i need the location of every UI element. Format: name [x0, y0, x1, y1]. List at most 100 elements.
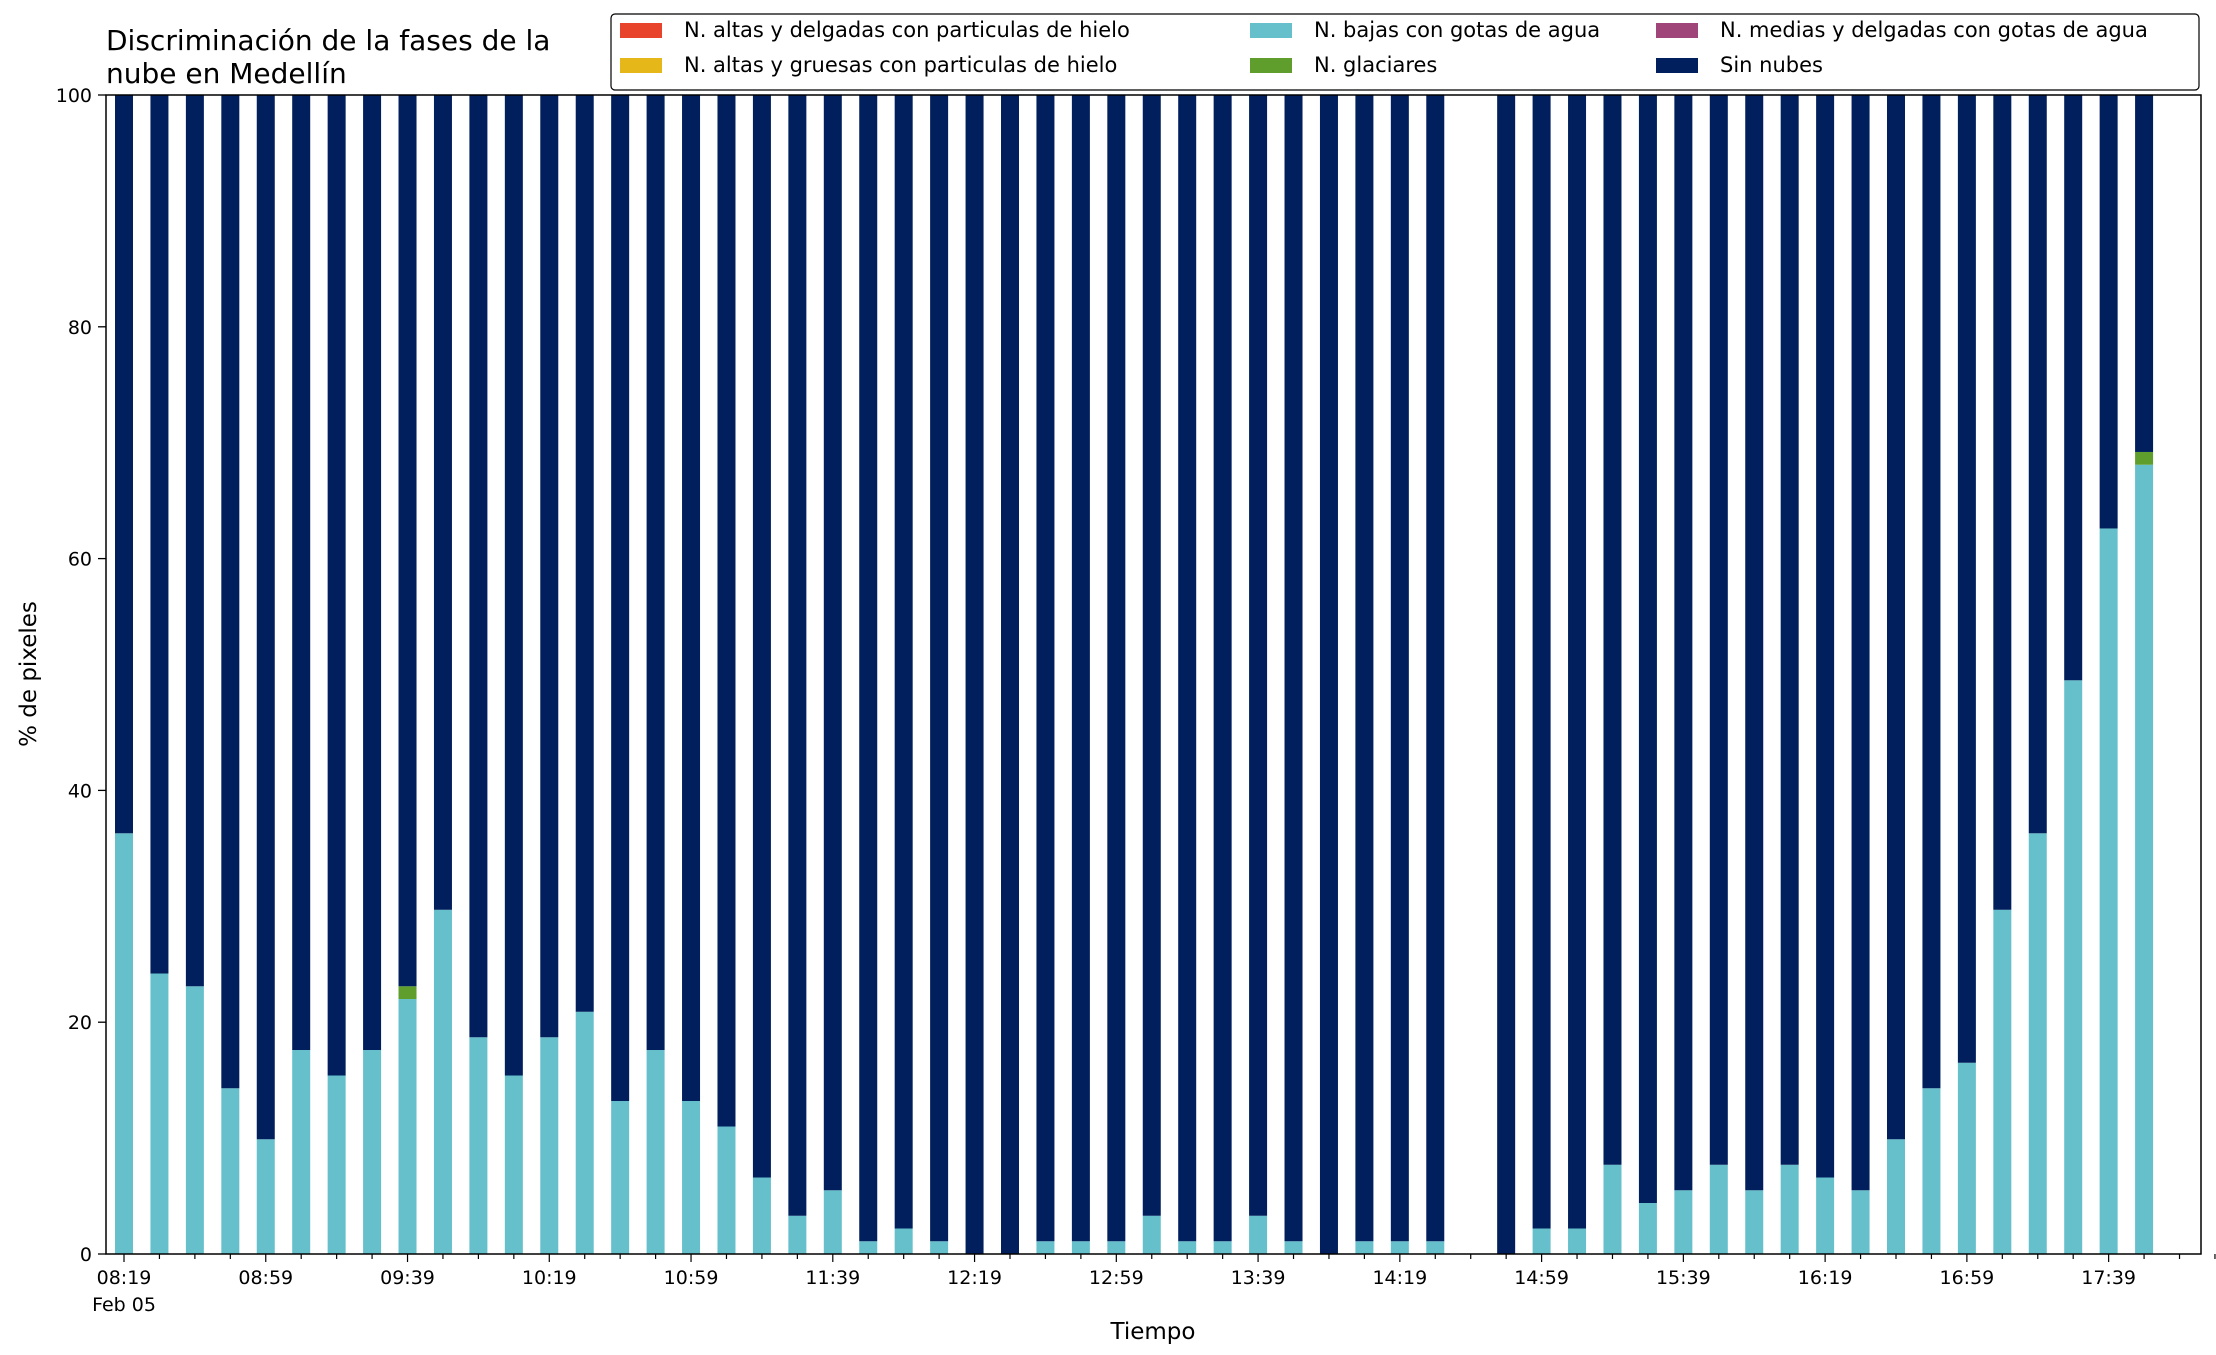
bars-layer [115, 95, 2154, 1255]
bar-segment-1539-s2 [1674, 1190, 1693, 1254]
bar-segment-1149-s5 [859, 95, 878, 1242]
bar-segment-1149-s2 [859, 1241, 878, 1254]
legend-swatch-5 [1656, 58, 1698, 73]
y-tick-label-20: 20 [68, 1012, 92, 1034]
y-axis: 0 20 40 60 80 100 [56, 85, 106, 1266]
bar-segment-1239-s2 [1036, 1241, 1055, 1254]
legend-label-0: N. altas y delgadas con particulas de hi… [684, 18, 1130, 42]
bar-segment-1429-s2 [1426, 1241, 1445, 1254]
bar-segment-1739-s5 [2099, 95, 2118, 529]
y-tick-label-0: 0 [80, 1244, 92, 1266]
bar-segment-1019-s5 [540, 95, 559, 1038]
bar-segment-1009-s2 [504, 1075, 523, 1254]
bar-segment-1129-s2 [788, 1215, 807, 1254]
bar-segment-1339-s2 [1249, 1215, 1268, 1254]
bar-segment-1209-s2 [930, 1241, 949, 1254]
bar-segment-1549-s2 [1709, 1164, 1728, 1254]
legend-swatch-4 [1656, 23, 1698, 38]
x-tick-label-1659: 16:59 [1939, 1267, 1994, 1289]
bar-segment-1549-s5 [1709, 95, 1728, 1165]
bar-segment-1129-s5 [788, 95, 807, 1216]
bar-segment-1139-s5 [823, 95, 842, 1191]
bar-segment-1009-s5 [504, 95, 523, 1076]
chart-title-line-2: nube en Medellín [106, 57, 347, 90]
bar-segment-1529-s5 [1638, 95, 1657, 1203]
bar-segment-1429-s5 [1426, 95, 1445, 1242]
bar-segment-1619-s5 [1816, 95, 1835, 1178]
bar-segment-1059-s2 [682, 1101, 701, 1254]
legend-label-4: N. medias y delgadas con gotas de agua [1720, 18, 2148, 42]
bar-segment-1209-s5 [930, 95, 949, 1242]
bar-segment-1039-s2 [611, 1101, 630, 1254]
bar-segment-1609-s5 [1780, 95, 1799, 1165]
bar-segment-1749-s3 [2135, 451, 2154, 465]
bar-segment-1639-s2 [1887, 1139, 1905, 1254]
bar-segment-0959-s5 [469, 95, 488, 1038]
x-date-label: Feb 05 [92, 1294, 156, 1316]
bar-segment-1029-s5 [575, 95, 594, 1012]
bar-segment-1709-s5 [1993, 95, 2012, 910]
chart-title-line-1: Discriminación de la fases de la [106, 24, 550, 57]
bar-segment-1349-s5 [1284, 95, 1303, 1242]
bar-segment-1419-s5 [1390, 95, 1409, 1242]
x-tick-label-1219: 12:19 [947, 1267, 1002, 1289]
bar-segment-1359-s5 [1319, 95, 1338, 1254]
bar-segment-1039-s5 [611, 95, 630, 1102]
bar-segment-1729-s2 [2064, 680, 2083, 1254]
bar-segment-1639-s5 [1887, 95, 1905, 1140]
bar-segment-1559-s2 [1745, 1190, 1764, 1254]
bar-segment-0909-s5 [292, 95, 311, 1051]
bar-segment-0839-s5 [185, 95, 204, 987]
bar-segment-1109-s2 [717, 1126, 736, 1254]
bar-segment-1019-s2 [540, 1037, 559, 1254]
x-tick-label-0819: 08:19 [97, 1267, 152, 1289]
legend-swatch-0 [620, 23, 662, 38]
bar-segment-1749-s5 [2135, 95, 2154, 452]
bar-segment-0819-s5 [115, 95, 133, 834]
y-tick-label-60: 60 [68, 549, 92, 571]
bar-segment-0929-s5 [363, 95, 382, 1051]
bar-segment-1239-s5 [1036, 95, 1055, 1242]
y-axis-label: % de pixeles [16, 601, 42, 747]
bar-segment-0909-s2 [292, 1050, 311, 1254]
bar-segment-1609-s2 [1780, 1164, 1799, 1254]
bar-segment-1249-s5 [1071, 95, 1090, 1242]
bar-segment-1349-s2 [1284, 1241, 1303, 1254]
bar-segment-1509-s2 [1568, 1228, 1587, 1254]
legend-label-1: N. altas y gruesas con particulas de hie… [684, 53, 1117, 77]
bar-segment-1109-s5 [717, 95, 736, 1127]
bar-segment-1459-s5 [1532, 95, 1551, 1229]
bar-segment-1709-s2 [1993, 909, 2012, 1254]
x-tick-label-1059: 10:59 [664, 1267, 719, 1289]
x-tick-label-1619: 16:19 [1798, 1267, 1853, 1289]
bar-segment-1619-s2 [1816, 1177, 1835, 1254]
x-tick-label-1539: 15:39 [1656, 1267, 1711, 1289]
bar-segment-0959-s2 [469, 1037, 488, 1254]
bar-segment-1509-s5 [1568, 95, 1587, 1229]
legend-swatch-3 [1250, 58, 1292, 73]
bar-segment-1409-s2 [1355, 1241, 1374, 1254]
legend-label-5: Sin nubes [1720, 53, 1823, 77]
bar-segment-1259-s2 [1107, 1241, 1126, 1254]
y-tick-label-40: 40 [68, 780, 92, 802]
bar-segment-0839-s2 [185, 986, 204, 1254]
bar-segment-1049-s2 [646, 1050, 665, 1254]
bar-segment-1029-s2 [575, 1011, 594, 1254]
bar-segment-0819-s2 [115, 833, 133, 1254]
bar-segment-1659-s2 [1957, 1062, 1976, 1254]
bar-segment-0949-s5 [433, 95, 452, 910]
bar-segment-1449-s5 [1497, 95, 1516, 1254]
bar-segment-1119-s2 [752, 1177, 771, 1254]
bar-segment-0939-s5 [398, 95, 417, 987]
x-tick-label-0939: 09:39 [380, 1267, 435, 1289]
bar-segment-1409-s5 [1355, 95, 1374, 1242]
bar-segment-1559-s5 [1745, 95, 1764, 1191]
bar-segment-1719-s2 [2028, 833, 2047, 1254]
bar-segment-1319-s5 [1178, 95, 1197, 1242]
y-tick-label-100: 100 [56, 85, 92, 107]
bar-segment-1749-s2 [2135, 464, 2154, 1255]
bar-segment-1329-s2 [1213, 1241, 1232, 1254]
bar-segment-0919-s2 [327, 1075, 346, 1254]
bar-segment-1329-s5 [1213, 95, 1232, 1242]
bar-segment-1739-s2 [2099, 528, 2118, 1254]
